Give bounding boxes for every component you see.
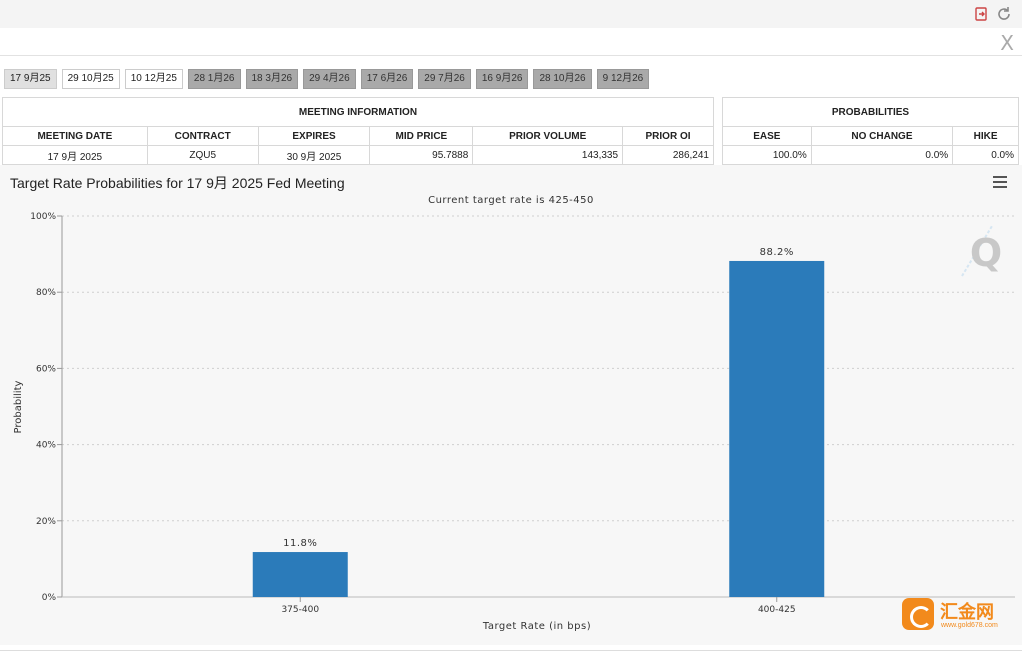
table-row: 100.0% 0.0% 0.0% <box>722 145 1019 165</box>
cell-contract: ZQU5 <box>146 145 259 165</box>
tab-meeting-5[interactable]: 29 4月26 <box>303 69 356 89</box>
meeting-information-title: MEETING INFORMATION <box>2 97 714 127</box>
y-tick-label: 60% <box>36 364 56 374</box>
top-toolbar <box>0 0 1022 28</box>
x-axis-title: Target Rate (in bps) <box>482 621 591 632</box>
cell-prior-volume: 143,335 <box>472 145 624 165</box>
data-label: 11.8% <box>283 538 317 549</box>
cell-expires: 30 9月 2025 <box>257 145 371 165</box>
header-ease: EASE <box>722 126 812 146</box>
meeting-information-table: MEETING INFORMATION MEETING DATE CONTRAC… <box>2 97 714 165</box>
y-axis-title: Probability <box>13 380 24 433</box>
bar-375-400 <box>252 552 348 597</box>
tab-meeting-9[interactable]: 28 10月26 <box>533 69 592 89</box>
divider <box>0 650 1022 651</box>
close-icon[interactable]: X <box>1000 31 1014 55</box>
cell-ease: 100.0% <box>722 145 812 165</box>
gold678-logo-icon <box>902 598 934 630</box>
y-tick-label: 40% <box>36 441 56 451</box>
tab-meeting-3[interactable]: 28 1月26 <box>187 69 241 89</box>
table-row: 17 9月 2025 ZQU5 30 9月 2025 95.7888 143,3… <box>2 145 714 165</box>
cell-prior-oi: 286,241 <box>622 145 714 165</box>
tab-meeting-7[interactable]: 29 7月26 <box>418 69 471 89</box>
header-prior-volume: PRIOR VOLUME <box>472 126 624 146</box>
tab-meeting-10[interactable]: 9 12月26 <box>596 69 650 89</box>
q-watermark-icon: Q <box>970 231 1002 275</box>
y-tick-label: 100% <box>30 212 56 222</box>
header-no-change: NO CHANGE <box>810 126 954 146</box>
bar-400-425 <box>729 260 825 597</box>
data-label: 88.2% <box>760 247 794 258</box>
header-contract: CONTRACT <box>146 126 259 146</box>
chart-title: Target Rate Probabilities for 17 9月 2025… <box>10 175 345 191</box>
refresh-icon[interactable] <box>996 6 1012 22</box>
header-prior-oi: PRIOR OI <box>622 126 714 146</box>
tab-meeting-8[interactable]: 16 9月26 <box>475 69 529 89</box>
tab-meeting-2[interactable]: 10 12月25 <box>124 69 183 89</box>
probabilities-title: PROBABILITIES <box>722 97 1019 127</box>
watermark-url: www.gold678.com <box>941 622 998 629</box>
hamburger-menu-icon[interactable] <box>993 176 1007 188</box>
tab-meeting-4[interactable]: 18 3月26 <box>245 69 299 89</box>
cell-meeting-date: 17 9月 2025 <box>2 145 148 165</box>
tab-meeting-1[interactable]: 29 10月25 <box>61 69 120 89</box>
chart-subtitle: Current target rate is 425-450 <box>428 195 594 206</box>
bar-chart: Current target rate is 425-450 0% 20% 40% 60… <box>13 195 1015 632</box>
meeting-date-tabs: 17 9月25 29 10月25 10 12月25 28 1月26 18 3月26 29 … <box>4 69 650 89</box>
y-tick-label: 0% <box>42 593 57 603</box>
cell-hike: 0.0% <box>952 145 1019 165</box>
probabilities-table: PROBABILITIES EASE NO CHANGE HIKE 100.0%… <box>722 97 1019 165</box>
tab-meeting-0[interactable]: 17 9月25 <box>4 69 57 89</box>
y-tick-label: 20% <box>36 517 56 527</box>
watermark-logo-text: 汇金网 <box>940 602 994 623</box>
header-hike: HIKE <box>952 126 1019 146</box>
export-icon[interactable] <box>973 6 989 22</box>
tab-meeting-6[interactable]: 17 6月26 <box>360 69 414 89</box>
x-tick-label: 400-425 <box>758 605 796 615</box>
header-expires: EXPIRES <box>257 126 371 146</box>
header-meeting-date: MEETING DATE <box>2 126 148 146</box>
cell-mid-price: 95.7888 <box>369 145 474 165</box>
cell-no-change: 0.0% <box>810 145 954 165</box>
chart-panel <box>0 165 1022 645</box>
y-tick-label: 80% <box>36 288 56 298</box>
x-tick-label: 375-400 <box>281 605 319 615</box>
close-bar: X <box>0 28 1022 56</box>
header-mid-price: MID PRICE <box>369 126 474 146</box>
